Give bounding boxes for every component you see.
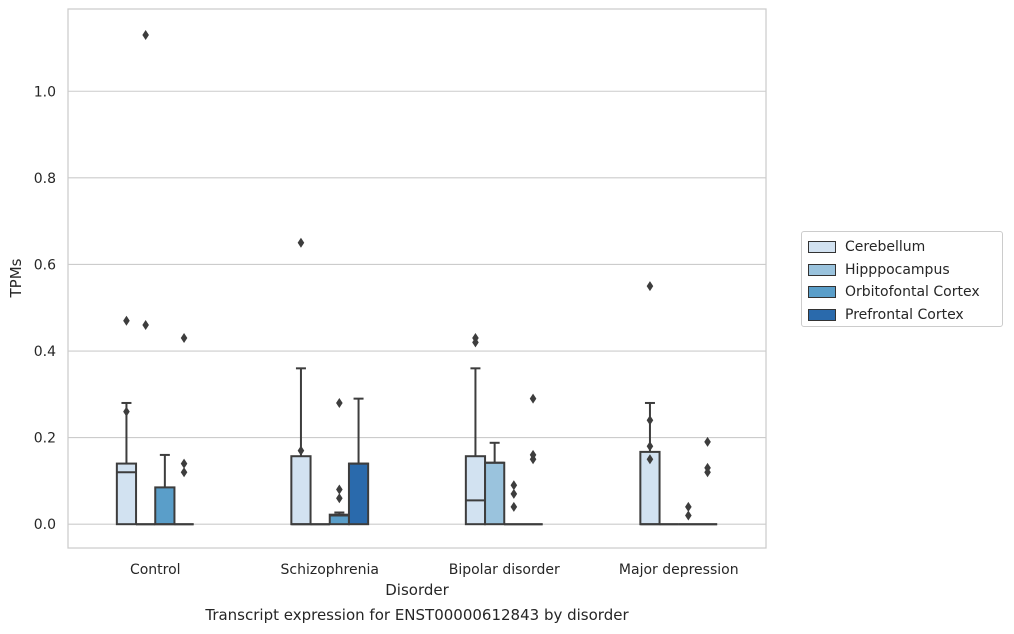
- box-cerebellum: [115, 315, 138, 526]
- outlier-point: [704, 467, 711, 478]
- legend-swatch: [808, 263, 836, 276]
- outlier-point: [142, 320, 149, 331]
- box-body: [347, 462, 370, 526]
- legend-item: Hipppocampus: [808, 259, 996, 282]
- outlier-point: [297, 445, 305, 456]
- outlier-point: [646, 454, 654, 465]
- outlier-point: [180, 467, 188, 478]
- outlier-point: [529, 393, 537, 404]
- outlier-point: [529, 454, 537, 465]
- legend-swatch: [808, 308, 836, 321]
- outlier-point: [297, 237, 305, 248]
- outlier-point: [336, 493, 343, 504]
- y-tick-label: 0.4: [34, 344, 56, 360]
- box-body: [115, 462, 138, 526]
- legend-label: Cerebellum: [845, 239, 926, 256]
- box-cerebellum: [290, 237, 312, 526]
- legend-swatch: [808, 241, 836, 254]
- outlier-point: [180, 333, 188, 344]
- y-tick-labels: 0.0 0.2 0.4 0.6 0.8 1.0: [34, 84, 56, 533]
- legend-item: Cerebellum: [808, 236, 996, 259]
- box-prefrontal-cortex: [523, 393, 543, 526]
- outlier-point: [510, 480, 518, 491]
- legend-item: Prefrontal Cortex: [808, 304, 996, 327]
- gridlines: [68, 90, 766, 525]
- outlier-point: [123, 315, 130, 326]
- y-tick-label: 1.0: [34, 84, 56, 100]
- box-prefrontal-cortex: [697, 436, 718, 526]
- outlier-point: [142, 29, 149, 40]
- box-cerebellum: [639, 281, 661, 526]
- x-tick-label: Major depression: [619, 562, 739, 578]
- box-cerebellum: [464, 333, 487, 526]
- x-axis-label: Disorder: [385, 581, 449, 599]
- outlier-point: [336, 397, 343, 408]
- x-tick-label: Control: [130, 562, 181, 578]
- x-tick-label: Bipolar disorder: [449, 562, 560, 578]
- legend-item: Orbitofontal Cortex: [808, 281, 996, 304]
- outlier-point: [704, 436, 711, 447]
- x-tick-label: Schizophrenia: [281, 562, 379, 578]
- box-hipppocampus: [484, 441, 506, 526]
- y-tick-label: 0.8: [34, 171, 56, 187]
- outlier-point: [685, 501, 692, 512]
- legend-label: Hipppocampus: [845, 261, 950, 278]
- legend: Cerebellum Hipppocampus Orbitofontal Corte…: [801, 231, 1003, 327]
- chart-caption: Transcript expression for ENST0000061284…: [205, 606, 629, 624]
- outlier-point: [123, 406, 130, 417]
- plot-marks: [115, 29, 718, 526]
- legend-swatch: [808, 286, 836, 299]
- legend-label: Prefrontal Cortex: [845, 306, 964, 323]
- outlier-point: [472, 337, 479, 348]
- outlier-point: [646, 441, 654, 452]
- legend-label: Orbitofontal Cortex: [845, 284, 980, 301]
- box-orbitofontal-cortex: [678, 501, 698, 526]
- y-tick-label: 0.6: [34, 257, 56, 273]
- y-axis-label: TPMs: [7, 258, 25, 298]
- box-hipppocampus: [136, 29, 156, 526]
- outlier-point: [336, 484, 343, 495]
- box-body: [464, 455, 487, 526]
- box-body: [484, 461, 506, 526]
- box-body: [154, 486, 176, 526]
- outlier-point: [510, 488, 518, 499]
- outlier-point: [685, 510, 692, 521]
- y-tick-label: 0.0: [34, 517, 56, 533]
- box-body: [290, 455, 312, 526]
- outlier-point: [180, 458, 188, 469]
- x-tick-labels: Control Schizophrenia Bipolar disorder Majo…: [130, 562, 739, 578]
- box-orbitofontal-cortex: [154, 453, 176, 526]
- box-prefrontal-cortex: [347, 397, 370, 526]
- outlier-point: [510, 501, 518, 512]
- outlier-point: [646, 281, 654, 292]
- box-orbitofontal-cortex: [328, 397, 350, 526]
- outlier-point: [646, 415, 654, 426]
- plot-frame: [67, 8, 767, 549]
- box-prefrontal-cortex: [174, 333, 194, 526]
- y-tick-label: 0.2: [34, 431, 56, 447]
- box-orbitofontal-cortex: [504, 480, 524, 526]
